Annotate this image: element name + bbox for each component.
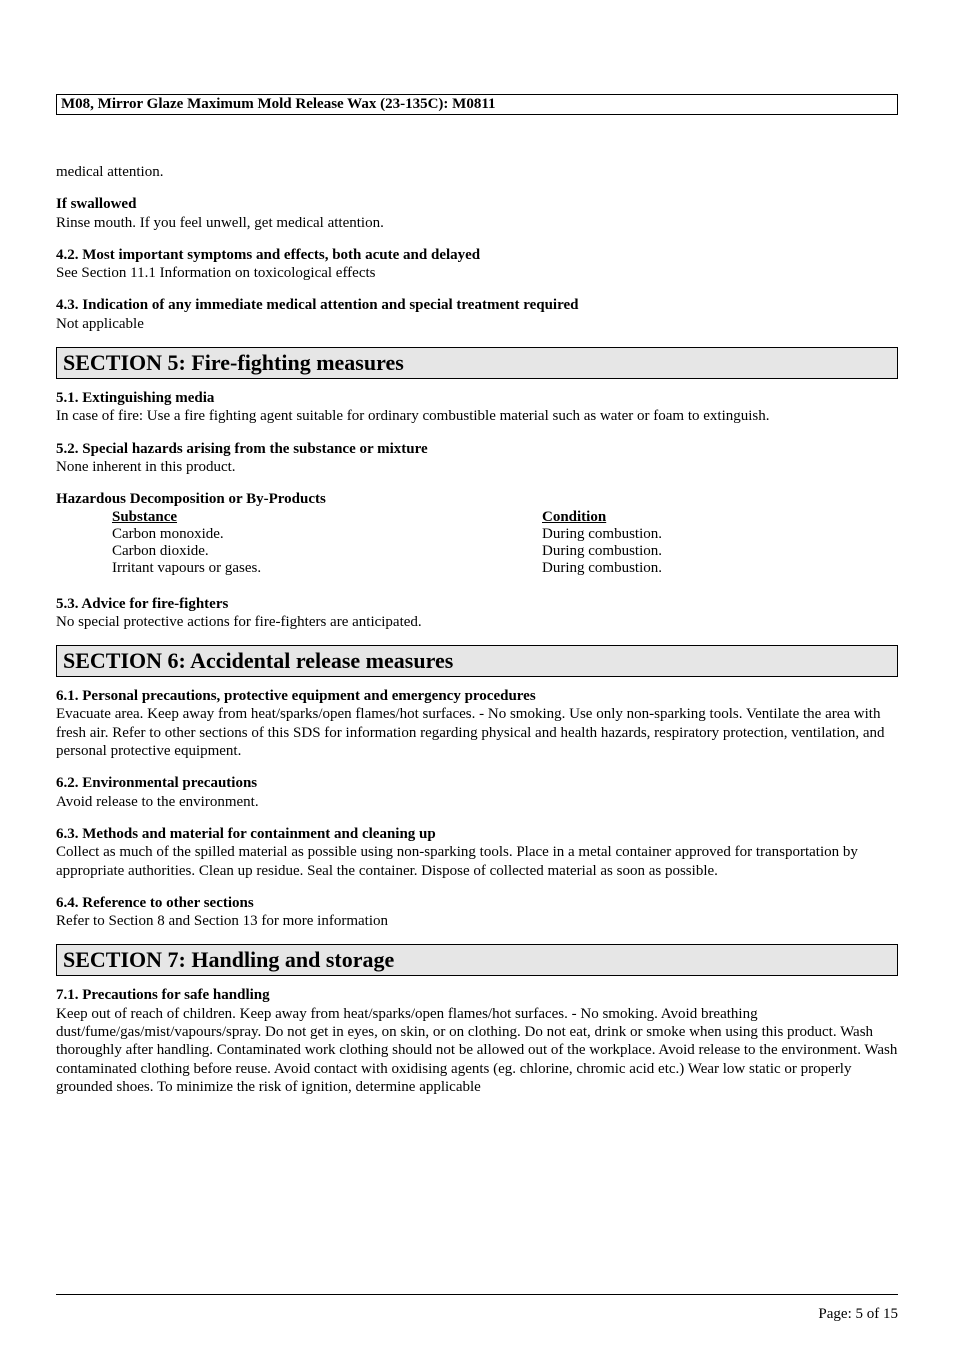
section-5-2-heading: 5.2. Special hazards arising from the su… bbox=[56, 440, 898, 458]
if-swallowed-heading: If swallowed bbox=[56, 195, 898, 213]
document-header-box: M08, Mirror Glaze Maximum Mold Release W… bbox=[56, 94, 898, 115]
document-title: M08, Mirror Glaze Maximum Mold Release W… bbox=[61, 96, 496, 112]
section-6-title: SECTION 6: Accidental release measures bbox=[63, 648, 453, 673]
section-4-3-heading: 4.3. Indication of any immediate medical… bbox=[56, 296, 898, 314]
section-7-title: SECTION 7: Handling and storage bbox=[63, 947, 394, 972]
section-5-bar: SECTION 5: Fire-fighting measures bbox=[56, 347, 898, 379]
page-container: M08, Mirror Glaze Maximum Mold Release W… bbox=[0, 0, 954, 1351]
section-6-2-body: Avoid release to the environment. bbox=[56, 793, 898, 811]
section-6-2-heading: 6.2. Environmental precautions bbox=[56, 774, 898, 792]
section-5-3-heading: 5.3. Advice for fire-fighters bbox=[56, 595, 898, 613]
table-row: During combustion. bbox=[542, 526, 898, 543]
col-substance-header: Substance bbox=[112, 509, 542, 526]
byproducts-col-substance: Substance Carbon monoxide. Carbon dioxid… bbox=[112, 509, 542, 577]
section-6-4-body: Refer to Section 8 and Section 13 for mo… bbox=[56, 912, 898, 930]
section-6-3-body: Collect as much of the spilled material … bbox=[56, 843, 898, 880]
table-row: Carbon dioxide. bbox=[112, 543, 542, 560]
section-6-1-body: Evacuate area. Keep away from heat/spark… bbox=[56, 705, 898, 760]
byproducts-heading: Hazardous Decomposition or By-Products bbox=[56, 490, 898, 508]
section-4-3-body: Not applicable bbox=[56, 315, 898, 333]
col-condition-header: Condition bbox=[542, 509, 898, 526]
section-6-4-heading: 6.4. Reference to other sections bbox=[56, 894, 898, 912]
section-5-1-body: In case of fire: Use a fire fighting age… bbox=[56, 407, 898, 425]
section-4-2-heading: 4.2. Most important symptoms and effects… bbox=[56, 246, 898, 264]
table-row: During combustion. bbox=[542, 560, 898, 577]
section-6-bar: SECTION 6: Accidental release measures bbox=[56, 645, 898, 677]
table-row: During combustion. bbox=[542, 543, 898, 560]
section-5-2-body: None inherent in this product. bbox=[56, 458, 898, 476]
section-6-3-heading: 6.3. Methods and material for containmen… bbox=[56, 825, 898, 843]
page-number: Page: 5 of 15 bbox=[818, 1306, 898, 1323]
section-5-1-heading: 5.1. Extinguishing media bbox=[56, 389, 898, 407]
section-7-1-body: Keep out of reach of children. Keep away… bbox=[56, 1005, 898, 1096]
section-5-title: SECTION 5: Fire-fighting measures bbox=[63, 350, 404, 375]
section-7-bar: SECTION 7: Handling and storage bbox=[56, 944, 898, 976]
byproducts-col-condition: Condition During combustion. During comb… bbox=[542, 509, 898, 577]
section-7-1-heading: 7.1. Precautions for safe handling bbox=[56, 986, 898, 1004]
footer-rule bbox=[56, 1294, 898, 1295]
table-row: Irritant vapours or gases. bbox=[112, 560, 542, 577]
section-4-2-body: See Section 11.1 Information on toxicolo… bbox=[56, 264, 898, 282]
continuation-text: medical attention. bbox=[56, 163, 898, 181]
byproducts-table: Substance Carbon monoxide. Carbon dioxid… bbox=[112, 509, 898, 577]
section-5-3-body: No special protective actions for fire-f… bbox=[56, 613, 898, 631]
section-6-1-heading: 6.1. Personal precautions, protective eq… bbox=[56, 687, 898, 705]
table-row: Carbon monoxide. bbox=[112, 526, 542, 543]
if-swallowed-body: Rinse mouth. If you feel unwell, get med… bbox=[56, 214, 898, 232]
